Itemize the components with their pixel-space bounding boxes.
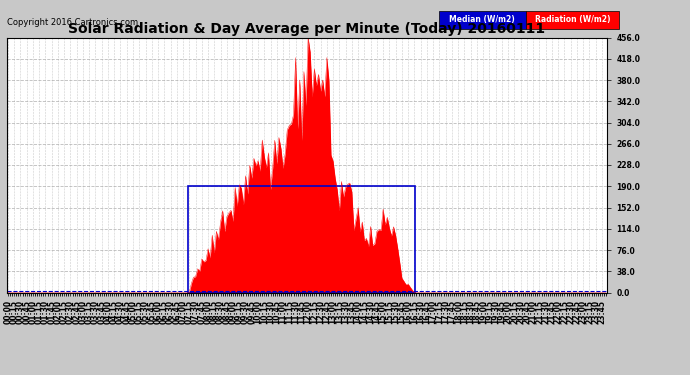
FancyBboxPatch shape <box>439 11 526 28</box>
FancyBboxPatch shape <box>526 11 619 28</box>
Text: Copyright 2016 Cartronics.com: Copyright 2016 Cartronics.com <box>7 18 138 27</box>
Title: Solar Radiation & Day Average per Minute (Today) 20160111: Solar Radiation & Day Average per Minute… <box>68 22 546 36</box>
Text: Median (W/m2): Median (W/m2) <box>449 15 515 24</box>
Text: Radiation (W/m2): Radiation (W/m2) <box>535 15 610 24</box>
Bar <box>188 186 415 292</box>
